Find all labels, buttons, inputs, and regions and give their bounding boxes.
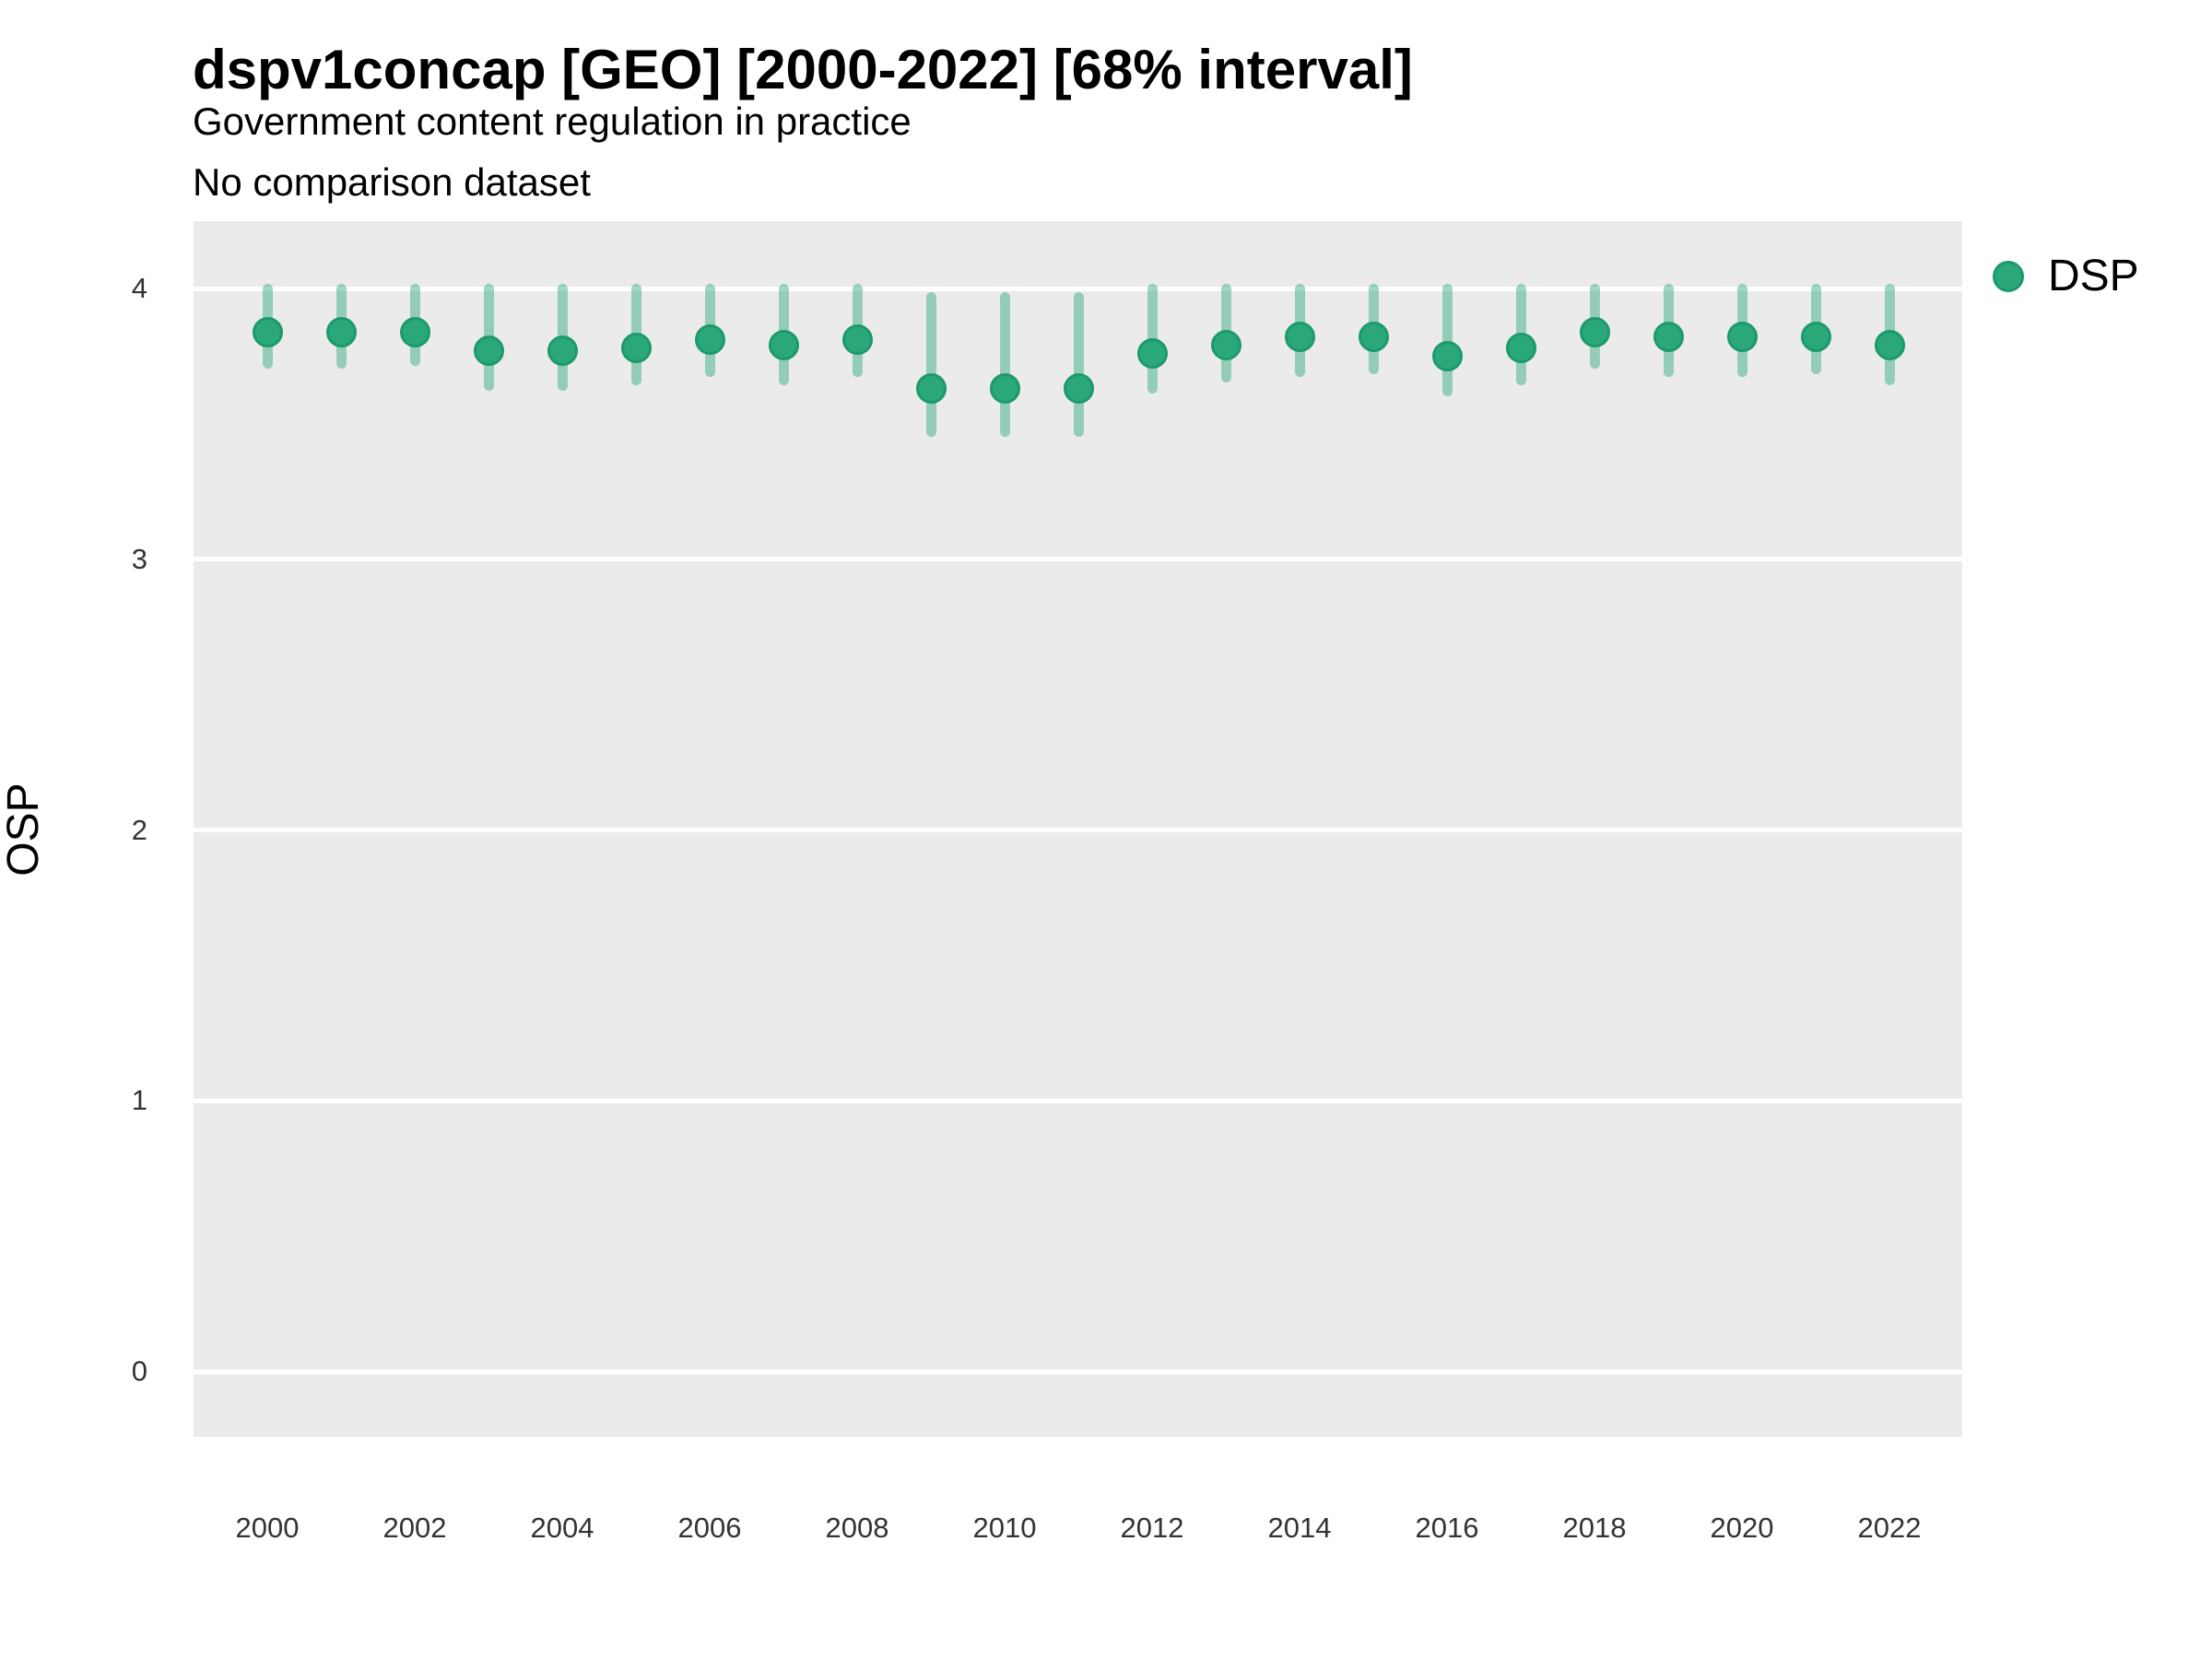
interval-bar-2010 — [999, 291, 1010, 437]
x-tick-label-2010: 2010 — [972, 1512, 1037, 1544]
data-point-2008 — [841, 324, 873, 356]
data-point-2017 — [1505, 333, 1536, 364]
data-point-2001 — [325, 316, 357, 347]
data-point-2013 — [1210, 330, 1241, 361]
data-point-2011 — [1063, 373, 1094, 405]
data-point-2002 — [399, 316, 430, 347]
chart-subtitle: Government content regulation in practic… — [193, 100, 912, 143]
legend-label-dsp: DSP — [2048, 252, 2139, 300]
data-point-2012 — [1136, 338, 1168, 369]
data-point-2014 — [1284, 322, 1315, 353]
data-point-2006 — [694, 324, 725, 356]
x-tick-label-2014: 2014 — [1267, 1512, 1332, 1544]
data-point-2019 — [1653, 322, 1684, 353]
data-point-2007 — [768, 330, 799, 361]
data-point-2016 — [1431, 340, 1463, 371]
y-tick-label-4: 4 — [131, 272, 147, 304]
data-point-2021 — [1800, 322, 1831, 353]
y-tick-label-2: 2 — [131, 813, 147, 846]
x-tick-label-2016: 2016 — [1415, 1512, 1479, 1544]
x-tick-label-2022: 2022 — [1857, 1512, 1922, 1544]
gridline-y-2 — [194, 828, 1962, 832]
x-tick-label-2002: 2002 — [382, 1512, 447, 1544]
x-tick-label-2006: 2006 — [677, 1512, 742, 1544]
plot-panel — [194, 221, 1962, 1437]
data-point-2004 — [547, 335, 578, 367]
data-point-2000 — [252, 316, 283, 347]
x-tick-label-2018: 2018 — [1562, 1512, 1627, 1544]
gridline-y-3 — [194, 557, 1962, 562]
chart-comparison-note: No comparison dataset — [193, 160, 591, 204]
legend: DSP — [1993, 254, 2139, 299]
data-point-2015 — [1358, 322, 1389, 353]
gridline-y-4 — [194, 286, 1962, 291]
y-tick-label-1: 1 — [131, 1084, 147, 1117]
data-point-2022 — [1874, 330, 1905, 361]
interval-bar-2011 — [1073, 291, 1084, 437]
data-point-2003 — [473, 335, 504, 367]
x-tick-label-2008: 2008 — [825, 1512, 889, 1544]
interval-bar-2016 — [1441, 284, 1453, 396]
legend-marker-dsp — [1993, 261, 2024, 292]
y-tick-label-0: 0 — [131, 1355, 147, 1387]
chart-title: dspv1concap [GEO] [2000-2022] [68% inter… — [193, 39, 1413, 100]
x-tick-label-2004: 2004 — [530, 1512, 594, 1544]
x-tick-label-2000: 2000 — [235, 1512, 300, 1544]
data-point-2009 — [915, 373, 947, 405]
data-point-2018 — [1579, 316, 1610, 347]
data-point-2020 — [1726, 322, 1758, 353]
x-tick-label-2020: 2020 — [1710, 1512, 1774, 1544]
x-tick-label-2012: 2012 — [1120, 1512, 1184, 1544]
interval-bar-2009 — [925, 291, 936, 437]
gridline-y-0 — [194, 1369, 1962, 1374]
y-tick-label-3: 3 — [131, 542, 147, 575]
data-point-2005 — [620, 333, 652, 364]
gridline-y-1 — [194, 1098, 1962, 1103]
data-point-2010 — [989, 373, 1020, 405]
